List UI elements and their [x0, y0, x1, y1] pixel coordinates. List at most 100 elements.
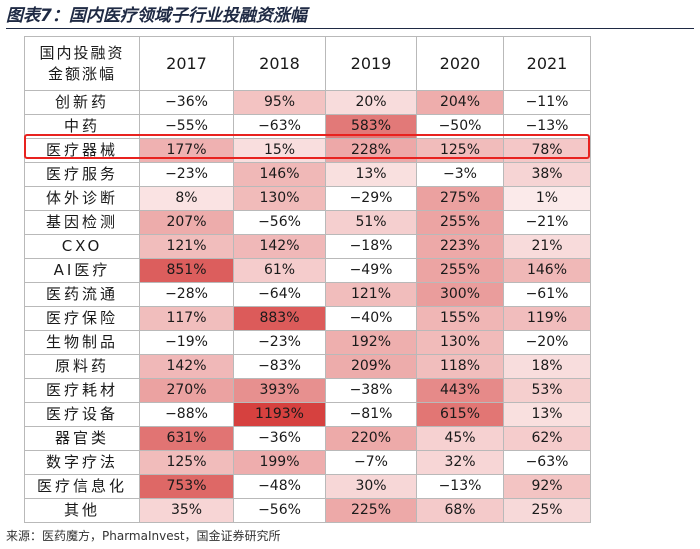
heat-cell: 35% — [139, 498, 234, 523]
heat-cell: −19% — [139, 330, 234, 355]
heat-cell: −11% — [503, 90, 591, 115]
heat-cell: 68% — [416, 498, 504, 523]
heat-cell: 255% — [416, 210, 504, 235]
heat-cell: −81% — [325, 402, 417, 427]
table-row: 医疗服务 −23% 146% 13% −3% 38% — [24, 162, 591, 187]
column-header-2018: 2018 — [233, 36, 326, 91]
row-label: 医疗设备 — [24, 402, 140, 427]
heat-cell: 146% — [233, 162, 326, 187]
row-label: 其他 — [24, 498, 140, 523]
row-label: 医疗信息化 — [24, 474, 140, 499]
row-label: 医疗器械 — [24, 138, 140, 163]
table-row: 中药 −55% −63% 583% −50% −13% — [24, 114, 591, 139]
heat-cell: 118% — [416, 354, 504, 379]
heat-cell: 18% — [503, 354, 591, 379]
heat-cell: 177% — [139, 138, 234, 163]
heat-cell: 13% — [325, 162, 417, 187]
row-label: 医疗服务 — [24, 162, 140, 187]
heat-cell: 223% — [416, 234, 504, 259]
heat-cell: −48% — [233, 474, 326, 499]
table-row: 医疗保险 117% 883% −40% 155% 119% — [24, 306, 591, 331]
row-label: 原料药 — [24, 354, 140, 379]
table-row: 基因检测 207% −56% 51% 255% −21% — [24, 210, 591, 235]
heat-cell: −13% — [503, 114, 591, 139]
heat-cell: 207% — [139, 210, 234, 235]
heat-cell: 119% — [503, 306, 591, 331]
table-row: 医疗耗材 270% 393% −38% 443% 53% — [24, 378, 591, 403]
heat-cell: 95% — [233, 90, 326, 115]
heat-cell: −56% — [233, 498, 326, 523]
row-label: 医疗耗材 — [24, 378, 140, 403]
column-header-2017: 2017 — [139, 36, 234, 91]
heat-cell: −56% — [233, 210, 326, 235]
heat-cell: −63% — [503, 450, 591, 475]
heatmap-table: 国内投融资 金额涨幅 2017 2018 2019 2020 2021 创新药 −36% 95… — [24, 36, 591, 523]
heat-cell: −21% — [503, 210, 591, 235]
table-row: 生物制品 −19% −23% 192% 130% −20% — [24, 330, 591, 355]
heat-cell: 270% — [139, 378, 234, 403]
row-label: 器官类 — [24, 426, 140, 451]
heat-cell: 1% — [503, 186, 591, 211]
heat-cell: 78% — [503, 138, 591, 163]
source-note: 来源：医药魔方，PharmaInvest，国金证券研究所 — [6, 529, 281, 543]
row-label: 生物制品 — [24, 330, 140, 355]
heat-cell: 220% — [325, 426, 417, 451]
heat-cell: −29% — [325, 186, 417, 211]
row-label: 基因检测 — [24, 210, 140, 235]
row-header-label: 国内投融资 金额涨幅 — [24, 36, 140, 91]
heat-cell: 199% — [233, 450, 326, 475]
heat-cell: −88% — [139, 402, 234, 427]
heat-cell: 225% — [325, 498, 417, 523]
heat-cell: −28% — [139, 282, 234, 307]
table-row: 医药流通 −28% −64% 121% 300% −61% — [24, 282, 591, 307]
heat-cell: 13% — [503, 402, 591, 427]
table-row: 医疗器械 177% 15% 228% 125% 78% — [24, 138, 591, 163]
table-row: 体外诊断 8% 130% −29% 275% 1% — [24, 186, 591, 211]
heat-cell: 51% — [325, 210, 417, 235]
heat-cell: 125% — [416, 138, 504, 163]
table-row: 原料药 142% −83% 209% 118% 18% — [24, 354, 591, 379]
heat-cell: −64% — [233, 282, 326, 307]
heat-cell: −50% — [416, 114, 504, 139]
heat-cell: 142% — [139, 354, 234, 379]
row-label: 创新药 — [24, 90, 140, 115]
table-row: 其他 35% −56% 225% 68% 25% — [24, 498, 591, 523]
table-body: 创新药 −36% 95% 20% 204% −11% 中药 −55% −63% 583% −50% −… — [24, 90, 591, 523]
column-header-2019: 2019 — [325, 36, 417, 91]
heat-cell: 583% — [325, 114, 417, 139]
heat-cell: 142% — [233, 234, 326, 259]
heat-cell: 615% — [416, 402, 504, 427]
heat-cell: 61% — [233, 258, 326, 283]
heat-cell: 130% — [233, 186, 326, 211]
heat-cell: −83% — [233, 354, 326, 379]
heat-cell: 192% — [325, 330, 417, 355]
heat-cell: 883% — [233, 306, 326, 331]
heat-cell: −23% — [139, 162, 234, 187]
table-row: CXO 121% 142% −18% 223% 21% — [24, 234, 591, 259]
heat-cell: −38% — [325, 378, 417, 403]
heat-cell: 209% — [325, 354, 417, 379]
heat-cell: −23% — [233, 330, 326, 355]
heat-cell: 146% — [503, 258, 591, 283]
heat-cell: 130% — [416, 330, 504, 355]
heat-cell: 443% — [416, 378, 504, 403]
heat-cell: −7% — [325, 450, 417, 475]
heat-cell: 15% — [233, 138, 326, 163]
heat-cell: 8% — [139, 186, 234, 211]
heat-cell: 228% — [325, 138, 417, 163]
row-label: CXO — [24, 234, 140, 259]
heat-cell: −49% — [325, 258, 417, 283]
heat-cell: 121% — [325, 282, 417, 307]
row-label: 医疗保险 — [24, 306, 140, 331]
heat-cell: −36% — [139, 90, 234, 115]
table-row: 医疗信息化 753% −48% 30% −13% 92% — [24, 474, 591, 499]
header-row: 国内投融资 金额涨幅 2017 2018 2019 2020 2021 — [24, 36, 591, 91]
heat-cell: 53% — [503, 378, 591, 403]
heat-cell: 117% — [139, 306, 234, 331]
heat-cell: 45% — [416, 426, 504, 451]
table-row: 创新药 −36% 95% 20% 204% −11% — [24, 90, 591, 115]
heat-cell: 32% — [416, 450, 504, 475]
row-label: 医药流通 — [24, 282, 140, 307]
heat-cell: 851% — [139, 258, 234, 283]
table-row: 数字疗法 125% 199% −7% 32% −63% — [24, 450, 591, 475]
